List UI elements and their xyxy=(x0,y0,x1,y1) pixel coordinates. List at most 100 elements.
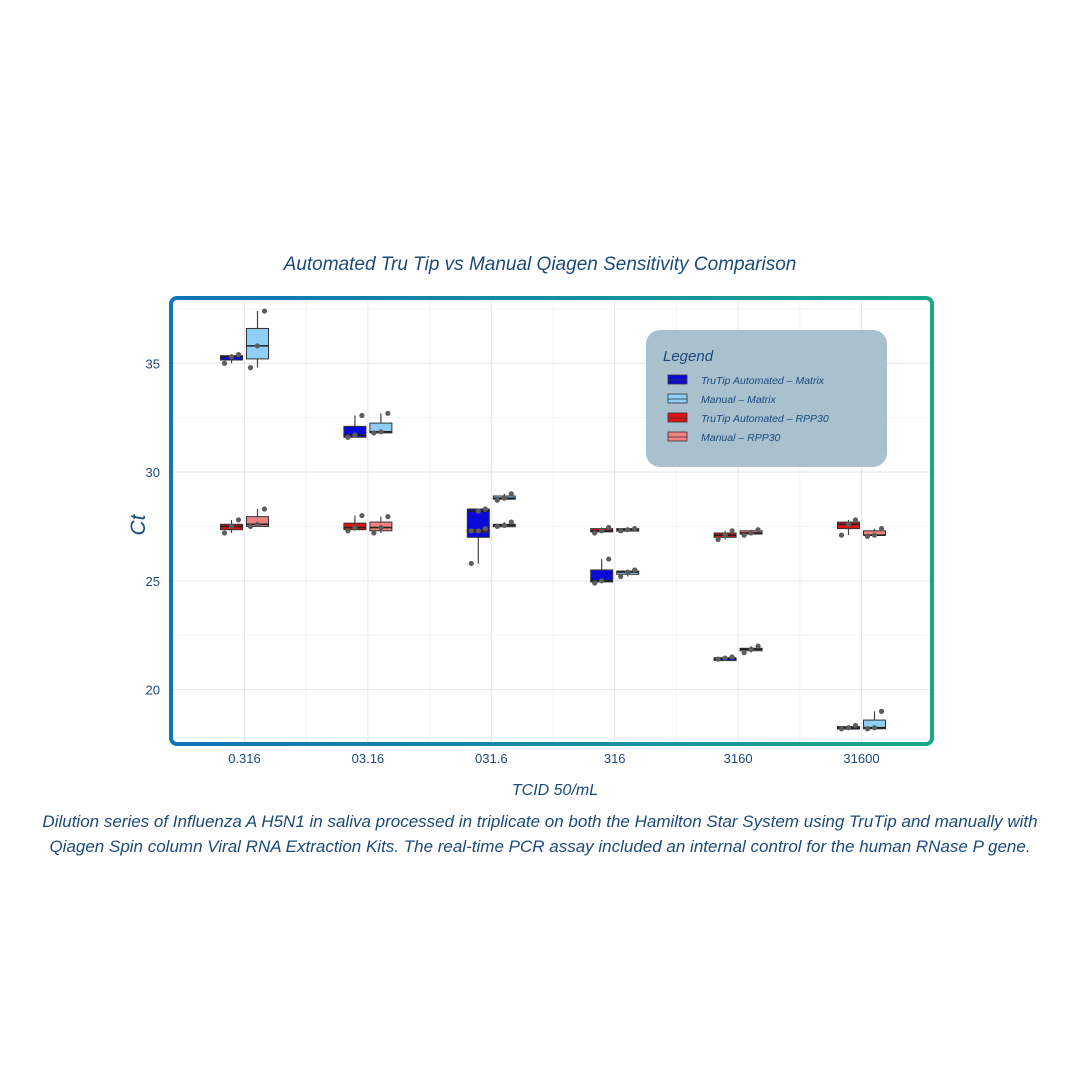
data-point xyxy=(871,532,878,538)
data-point xyxy=(221,530,228,536)
data-point xyxy=(864,533,871,539)
data-point xyxy=(599,528,605,534)
box-2-1 xyxy=(343,512,367,534)
data-point xyxy=(715,656,721,662)
legend-swatch xyxy=(667,431,688,442)
data-point xyxy=(748,530,754,536)
chart-title: Automated Tru Tip vs Manual Qiagen Sensi… xyxy=(283,254,797,275)
legend-label: TruTip Automated – Matrix xyxy=(701,375,825,387)
box-2-0 xyxy=(220,517,243,536)
x-tick-label: 03.16 xyxy=(352,751,385,766)
data-point xyxy=(606,556,612,562)
data-point xyxy=(247,523,254,530)
data-point xyxy=(345,528,351,534)
data-point xyxy=(838,726,845,732)
box-1-4 xyxy=(739,643,763,656)
data-point xyxy=(235,351,242,358)
data-point xyxy=(468,560,474,567)
data-point xyxy=(501,522,507,528)
x-tick-label: 031.6 xyxy=(475,751,508,766)
data-point xyxy=(345,434,351,440)
y-axis-label: Ct xyxy=(127,513,150,535)
box-0-3 xyxy=(590,556,614,586)
box-2-4 xyxy=(713,528,737,543)
data-point xyxy=(871,725,878,731)
data-point xyxy=(606,524,612,531)
data-point xyxy=(748,646,754,652)
legend-label: TruTip Automated – RPP30 xyxy=(701,413,829,425)
legend-entry: TruTip Automated – Matrix xyxy=(667,374,825,387)
data-point xyxy=(618,573,624,580)
data-point xyxy=(475,508,481,514)
data-point xyxy=(632,526,638,532)
data-point xyxy=(228,354,235,360)
data-point xyxy=(385,514,391,520)
data-point xyxy=(741,650,747,656)
x-tick-label: 316 xyxy=(604,751,626,766)
data-point xyxy=(359,512,365,519)
x-tick-label: 0.316 xyxy=(228,751,261,766)
data-point xyxy=(729,654,735,660)
data-point xyxy=(592,580,598,586)
y-tick-label: 35 xyxy=(146,356,160,371)
data-point xyxy=(261,308,268,314)
data-point xyxy=(378,524,384,531)
data-point xyxy=(755,643,761,649)
y-tick-label: 30 xyxy=(146,465,160,480)
data-point xyxy=(852,722,859,729)
data-point xyxy=(494,497,500,503)
data-point xyxy=(501,495,507,501)
box-3-0 xyxy=(246,506,269,530)
x-tick-label: 3160 xyxy=(724,751,753,766)
box-1-3 xyxy=(616,567,640,580)
box-3-4 xyxy=(739,527,763,538)
data-point xyxy=(385,410,391,416)
data-point xyxy=(475,528,481,534)
data-point xyxy=(221,360,228,366)
box-2-2 xyxy=(466,526,490,534)
legend-entry: Manual – Matrix xyxy=(667,393,776,406)
data-point xyxy=(352,524,358,531)
legend-title: Legend xyxy=(663,348,714,365)
data-point xyxy=(878,526,885,532)
legend-swatch xyxy=(667,374,688,385)
plot-frame xyxy=(169,296,934,746)
y-ticks: 20 25 30 35 xyxy=(146,356,160,697)
data-point xyxy=(722,532,728,538)
data-point xyxy=(482,506,488,512)
boxes xyxy=(220,308,886,732)
legend-entry: Manual – RPP30 xyxy=(667,431,781,444)
box-0-4 xyxy=(713,654,737,662)
data-point xyxy=(755,527,761,533)
data-point xyxy=(494,523,500,530)
data-point xyxy=(359,412,365,419)
legend-label: Manual – RPP30 xyxy=(701,432,781,444)
legend-label: Manual – Matrix xyxy=(701,394,776,406)
box-0-1 xyxy=(343,412,367,440)
y-tick-label: 20 xyxy=(146,683,160,698)
figure-caption: Dilution series of Influenza A H5N1 in s… xyxy=(42,812,1038,856)
data-point xyxy=(632,567,638,573)
data-point xyxy=(592,530,598,536)
data-point xyxy=(352,432,358,438)
data-point xyxy=(468,528,474,534)
x-axis-label: TCID 50/mL xyxy=(512,782,598,799)
legend-swatch xyxy=(667,412,688,423)
x-tick-label: 31600 xyxy=(843,751,879,766)
data-point xyxy=(228,523,235,530)
box-0-2 xyxy=(466,506,490,567)
data-point xyxy=(864,726,871,732)
data-point xyxy=(729,528,735,534)
box-2-3 xyxy=(590,524,614,536)
data-point xyxy=(625,527,631,533)
box-0-0 xyxy=(220,351,243,366)
data-point xyxy=(482,526,488,532)
data-point xyxy=(599,578,605,584)
data-point xyxy=(722,655,728,661)
data-point xyxy=(235,517,242,523)
box-1-1 xyxy=(369,410,393,436)
data-point xyxy=(254,343,261,349)
box-3-5 xyxy=(863,526,886,539)
data-point xyxy=(715,536,721,543)
